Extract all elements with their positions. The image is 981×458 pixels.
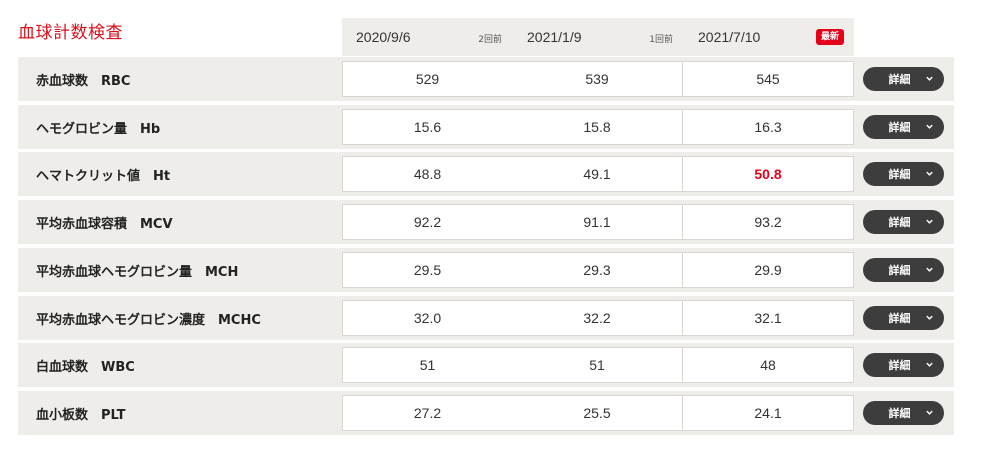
chevron-down-icon bbox=[926, 362, 933, 367]
detail-button[interactable]: 詳細 bbox=[863, 115, 944, 139]
value-cell: 51 bbox=[512, 347, 683, 383]
value-cell: 529 bbox=[342, 61, 513, 97]
table-row: 血小板数 PLT 27.2 25.5 24.1 詳細 bbox=[18, 391, 954, 435]
test-item-label: ヘマトクリット値 Ht bbox=[36, 168, 171, 184]
value-cell: 92.2 bbox=[342, 204, 513, 240]
header-column-1: 2020/9/6 2回前 bbox=[342, 18, 512, 56]
value-cell: 15.6 bbox=[342, 109, 513, 145]
previous-count-label: 2回前 bbox=[478, 35, 502, 45]
header-column-2: 2021/1/9 1回前 bbox=[513, 18, 683, 56]
value-cell: 32.2 bbox=[512, 300, 683, 336]
detail-button[interactable]: 詳細 bbox=[863, 258, 944, 282]
latest-badge: 最新 bbox=[815, 29, 844, 45]
detail-button[interactable]: 詳細 bbox=[863, 401, 944, 425]
detail-button[interactable]: 詳細 bbox=[863, 67, 944, 91]
test-item-label: 白血球数 WBC bbox=[36, 359, 135, 375]
table-row: 赤血球数 RBC 529 539 545 詳細 bbox=[18, 57, 954, 101]
header-date: 2021/1/9 bbox=[527, 29, 582, 45]
detail-button[interactable]: 詳細 bbox=[863, 306, 944, 330]
value-cell: 48.8 bbox=[342, 156, 513, 192]
value-cell: 15.8 bbox=[512, 109, 683, 145]
table-row: ヘマトクリット値 Ht 48.8 49.1 50.8 詳細 bbox=[18, 152, 954, 196]
chevron-down-icon bbox=[926, 124, 933, 129]
test-item-label: 平均赤血球ヘモグロビン量 MCH bbox=[36, 264, 239, 280]
table-row: 白血球数 WBC 51 51 48 詳細 bbox=[18, 343, 954, 387]
detail-button[interactable]: 詳細 bbox=[863, 210, 944, 234]
value-cell: 539 bbox=[512, 61, 683, 97]
chevron-down-icon bbox=[926, 410, 933, 415]
table-row: 平均赤血球ヘモグロビン濃度 MCHC 32.0 32.2 32.1 詳細 bbox=[18, 296, 954, 340]
value-cell: 25.5 bbox=[512, 395, 683, 431]
value-cell: 32.0 bbox=[342, 300, 513, 336]
value-cell: 50.8 bbox=[683, 156, 854, 192]
chevron-down-icon bbox=[926, 76, 933, 81]
detail-button-label: 詳細 bbox=[888, 359, 911, 372]
detail-button[interactable]: 詳細 bbox=[863, 162, 944, 186]
value-cell: 16.3 bbox=[683, 109, 854, 145]
test-item-label: 平均赤血球容積 MCV bbox=[36, 216, 173, 232]
detail-button-label: 詳細 bbox=[888, 168, 911, 181]
test-item-label: 平均赤血球ヘモグロビン濃度 MCHC bbox=[36, 312, 261, 328]
previous-count-label: 1回前 bbox=[649, 35, 673, 45]
test-item-label: ヘモグロビン量 Hb bbox=[36, 121, 161, 137]
test-item-label: 赤血球数 RBC bbox=[36, 73, 131, 89]
detail-button-label: 詳細 bbox=[888, 264, 911, 277]
value-cell: 51 bbox=[342, 347, 513, 383]
detail-button-label: 詳細 bbox=[888, 312, 911, 325]
header-date: 2021/7/10 bbox=[698, 29, 761, 45]
value-cell: 29.3 bbox=[512, 252, 683, 288]
detail-button-label: 詳細 bbox=[888, 407, 911, 420]
value-cell: 24.1 bbox=[683, 395, 854, 431]
date-header bbox=[342, 18, 854, 56]
chevron-down-icon bbox=[926, 171, 933, 176]
chevron-down-icon bbox=[926, 267, 933, 272]
detail-button-label: 詳細 bbox=[888, 121, 911, 134]
chevron-down-icon bbox=[926, 219, 933, 224]
table-row: ヘモグロビン量 Hb 15.6 15.8 16.3 詳細 bbox=[18, 105, 954, 149]
table-row: 平均赤血球ヘモグロビン量 MCH 29.5 29.3 29.9 詳細 bbox=[18, 248, 954, 292]
chevron-down-icon bbox=[926, 315, 933, 320]
header-date: 2020/9/6 bbox=[356, 29, 411, 45]
detail-button-label: 詳細 bbox=[888, 73, 911, 86]
value-cell: 49.1 bbox=[512, 156, 683, 192]
value-cell: 93.2 bbox=[683, 204, 854, 240]
page-title: 血球計数検査 bbox=[18, 23, 123, 43]
value-cell: 48 bbox=[683, 347, 854, 383]
value-cell: 545 bbox=[683, 61, 854, 97]
header-column-3: 2021/7/10 最新 bbox=[684, 18, 854, 56]
value-cell: 27.2 bbox=[342, 395, 513, 431]
detail-button[interactable]: 詳細 bbox=[863, 353, 944, 377]
test-item-label: 血小板数 PLT bbox=[36, 407, 126, 423]
value-cell: 29.9 bbox=[683, 252, 854, 288]
value-cell: 29.5 bbox=[342, 252, 513, 288]
value-cell: 32.1 bbox=[683, 300, 854, 336]
value-cell: 91.1 bbox=[512, 204, 683, 240]
detail-button-label: 詳細 bbox=[888, 216, 911, 229]
table-row: 平均赤血球容積 MCV 92.2 91.1 93.2 詳細 bbox=[18, 200, 954, 244]
